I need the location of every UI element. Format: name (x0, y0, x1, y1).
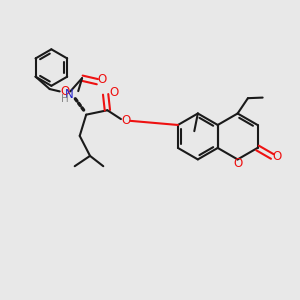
Text: N: N (65, 88, 74, 101)
Text: O: O (273, 150, 282, 163)
Text: O: O (98, 74, 107, 86)
Text: O: O (110, 86, 119, 99)
Text: O: O (234, 157, 243, 170)
Text: O: O (121, 114, 130, 127)
Text: H: H (61, 94, 69, 104)
Text: O: O (60, 85, 70, 98)
